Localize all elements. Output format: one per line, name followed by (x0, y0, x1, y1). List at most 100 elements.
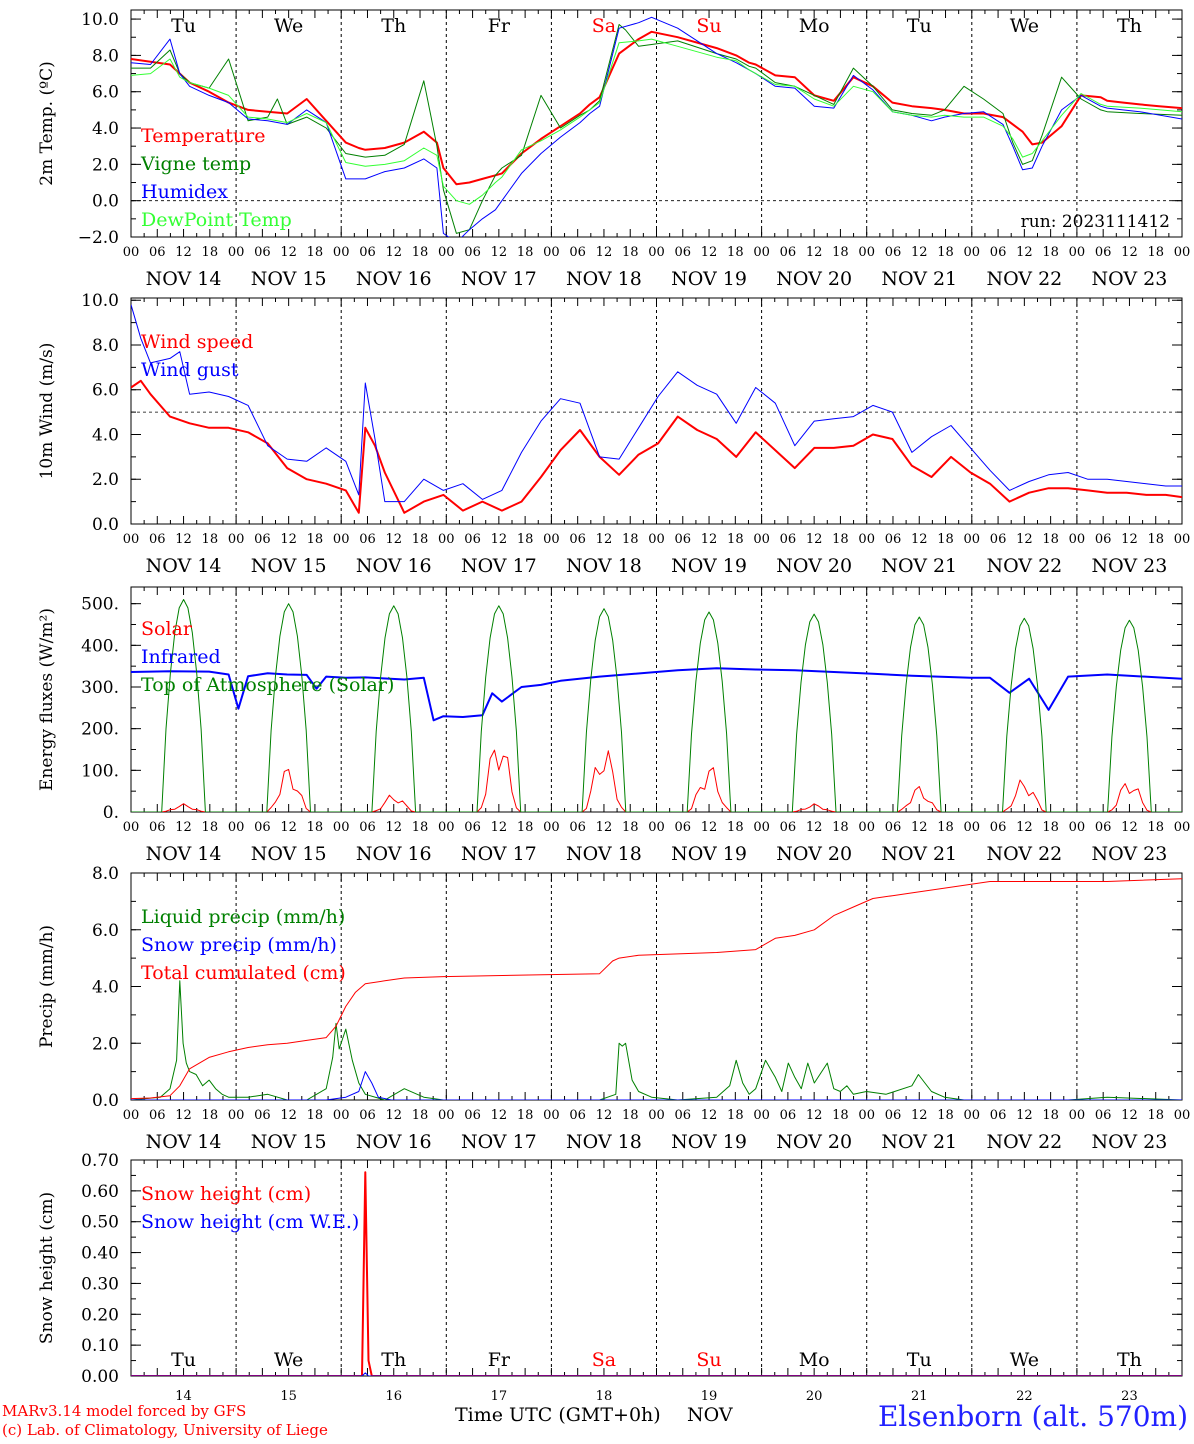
lab-credit: (c) Lab. of Climatology, University of L… (2, 1421, 328, 1439)
weekday-label: Su (696, 1349, 721, 1371)
hour-tick-label: 00 (753, 532, 770, 547)
hour-tick-label: 06 (1095, 1108, 1112, 1123)
hour-tick-label: 18 (517, 532, 534, 547)
series-group (131, 304, 1182, 514)
hour-tick-label: 12 (1016, 532, 1033, 547)
weekday-label: Fr (488, 15, 511, 37)
date-label: NOV 15 (251, 268, 327, 290)
hour-tick-label: 00 (228, 245, 245, 260)
date-label: NOV 15 (251, 843, 327, 865)
hour-tick-label: 12 (385, 245, 402, 260)
date-label: NOV 20 (776, 1131, 852, 1153)
date-label: NOV 14 (146, 843, 222, 865)
hour-tick-label: 18 (1042, 245, 1059, 260)
date-label: NOV 14 (146, 1131, 222, 1153)
station-name: Elsenborn (alt. 570m) (877, 1400, 1188, 1433)
hour-tick-label: 18 (832, 245, 849, 260)
hour-tick-label: 12 (701, 532, 718, 547)
hour-tick-label: 00 (333, 820, 350, 835)
hour-tick-label: 12 (1016, 245, 1033, 260)
hour-tick-label: 06 (464, 532, 481, 547)
y-tick-label: 8.0 (92, 46, 119, 66)
legend-entry: Vigne temp (140, 153, 251, 175)
series-line-snow-precip-mm-h (131, 1071, 1182, 1100)
date-label: NOV 18 (566, 1131, 642, 1153)
hour-tick-label: 18 (727, 532, 744, 547)
hour-tick-label: 00 (858, 1108, 875, 1123)
plot-frame (130, 586, 1183, 813)
date-label: NOV 17 (461, 268, 537, 290)
hour-tick-label: 00 (1069, 1108, 1086, 1123)
hour-tick-label: 00 (1069, 245, 1086, 260)
series-line-wind-gust (131, 304, 1182, 503)
hour-tick-label: 00 (228, 1108, 245, 1123)
hour-tick-label: 18 (307, 245, 324, 260)
hour-tick-label: 12 (491, 245, 508, 260)
date-label: NOV 21 (881, 843, 957, 865)
series-line-solar (131, 749, 1182, 812)
y-axis-label: Snow height (cm) (37, 1192, 57, 1344)
hour-tick-label: 12 (596, 532, 613, 547)
y-axis-label: Energy fluxes (W/m²) (37, 608, 57, 791)
hour-tick-label: 06 (780, 532, 797, 547)
hour-tick-label: 12 (1121, 532, 1138, 547)
hour-tick-label: 00 (123, 532, 140, 547)
hour-tick-label: 00 (333, 532, 350, 547)
legend-entry: Liquid precip (mm/h) (141, 906, 345, 928)
hour-tick-label: 12 (280, 532, 297, 547)
series-group (131, 16, 1182, 237)
hour-tick-label: 00 (858, 532, 875, 547)
legend-entry: Solar (141, 618, 193, 640)
legend-entry: Top of Atmosphere (Solar) (141, 674, 394, 696)
date-label: NOV 22 (986, 843, 1062, 865)
hour-tick-label: 12 (1121, 1108, 1138, 1123)
series-line-dewpoint-temp (131, 38, 1182, 205)
hour-tick-label: 18 (727, 245, 744, 260)
hour-tick-label: 12 (596, 820, 613, 835)
series-line-top-of-atmosphere-solar (131, 599, 1182, 812)
hour-tick-label: 00 (964, 245, 981, 260)
hour-tick-label: 12 (1121, 245, 1138, 260)
date-label: NOV 18 (566, 843, 642, 865)
y-tick-label: 2.0 (92, 1034, 119, 1054)
y-tick-label: 2.0 (92, 470, 119, 490)
hour-tick-label: 12 (385, 820, 402, 835)
y-tick-label: 0.10 (81, 1336, 119, 1356)
hour-tick-label: 00 (228, 820, 245, 835)
y-tick-label: 10.0 (81, 291, 119, 311)
hour-tick-label: 12 (701, 820, 718, 835)
hour-tick-label: 12 (280, 1108, 297, 1123)
hour-tick-label: 06 (149, 1108, 166, 1123)
hour-tick-label: 00 (1069, 532, 1086, 547)
weekday-label: Th (1117, 15, 1142, 37)
day-number-label: 23 (1121, 1389, 1138, 1404)
hour-tick-label: 00 (543, 1108, 560, 1123)
hour-tick-label: 00 (753, 1108, 770, 1123)
hour-tick-label: 12 (806, 1108, 823, 1123)
hour-tick-label: 00 (438, 820, 455, 835)
date-label: NOV 21 (881, 555, 957, 577)
hour-tick-label: 06 (254, 532, 271, 547)
y-tick-label: −2.0 (78, 228, 119, 248)
hour-tick-label: 06 (990, 532, 1007, 547)
y-tick-label: 0.60 (81, 1182, 119, 1202)
date-label: NOV 23 (1092, 555, 1168, 577)
day-number-label: 14 (175, 1389, 192, 1404)
hour-tick-label: 12 (491, 820, 508, 835)
hour-tick-label: 00 (1174, 532, 1191, 547)
panel-2: 0.0 2.0 4.0 6.0 8.0 10.0 10m Wind (m/s) 00 06 12 1… (37, 291, 1190, 577)
y-tick-label: 200. (81, 720, 119, 740)
y-tick-label: 300. (81, 678, 119, 698)
legend-entry: Temperature (141, 125, 265, 147)
hour-tick-label: 18 (307, 820, 324, 835)
hour-tick-label: 12 (701, 1108, 718, 1123)
y-tick-label: 0.70 (81, 1151, 119, 1171)
date-label: NOV 22 (986, 555, 1062, 577)
hour-tick-label: 06 (149, 820, 166, 835)
hour-tick-label: 00 (228, 532, 245, 547)
hour-tick-label: 00 (543, 820, 560, 835)
date-label: NOV 14 (146, 555, 222, 577)
series-line-humidex (131, 16, 1182, 237)
weekday-label: Tu (171, 15, 196, 37)
hour-tick-label: 18 (937, 1108, 954, 1123)
